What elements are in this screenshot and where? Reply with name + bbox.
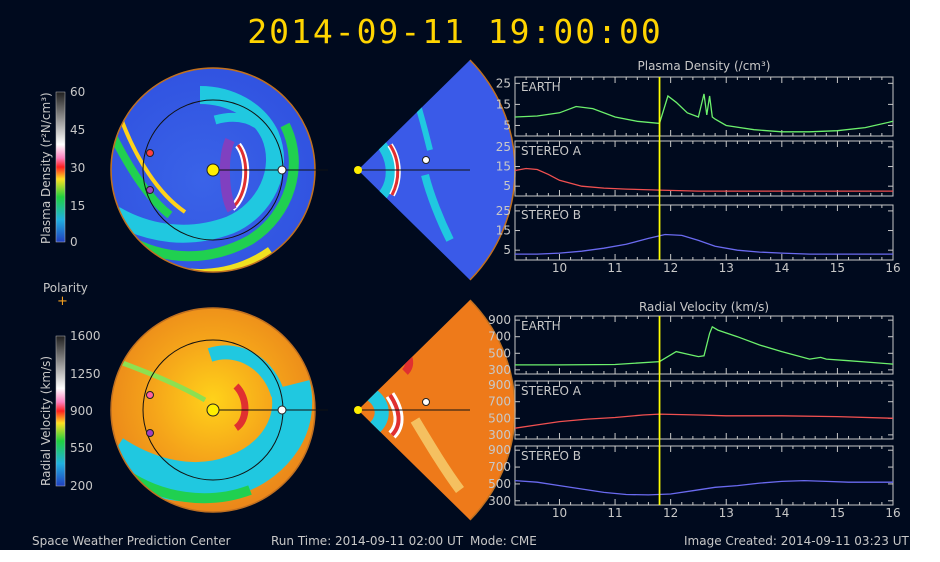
density-stereo-a-y-tick-label: 15 bbox=[496, 160, 511, 174]
velocity-stereo-a-y-tick-label: 700 bbox=[488, 395, 511, 409]
velocity-stereo-b-y-tick-label: 300 bbox=[488, 494, 511, 508]
polarity-label: Polarity bbox=[43, 281, 88, 295]
velocity-tick-900: 900 bbox=[70, 404, 93, 418]
velocity-earth-y-tick-label: 300 bbox=[488, 363, 511, 377]
density-stereo-b-panel-label: STEREO B bbox=[521, 208, 581, 222]
density-stereo-a-y-tick-label: 5 bbox=[503, 179, 511, 193]
velocity-x-tick-label: 16 bbox=[885, 506, 900, 520]
velocity-x-tick-label: 13 bbox=[719, 506, 734, 520]
velocity-earth-y-tick-label: 900 bbox=[488, 313, 511, 327]
density-x-tick-label: 10 bbox=[552, 261, 567, 275]
velocity-x-tick-label: 12 bbox=[663, 506, 678, 520]
velocity-x-tick-label: 11 bbox=[607, 506, 622, 520]
velocity-earth-series-line bbox=[515, 325, 894, 366]
enlil-forecast-image: 2014-09-11 19:00:00 bbox=[0, 0, 910, 550]
footer-run-time: Run Time: 2014-09-11 02:00 UT bbox=[271, 534, 464, 548]
density-stereo-a-y-tick-label: 25 bbox=[496, 140, 511, 154]
density-x-tick-label: 14 bbox=[774, 261, 789, 275]
velocity-tick-1600: 1600 bbox=[70, 329, 101, 343]
density-stereo-b-y-tick-label: 5 bbox=[503, 243, 511, 257]
velocity-earth-y-tick-label: 700 bbox=[488, 330, 511, 344]
density-ecliptic-map bbox=[110, 67, 328, 273]
velocity-stereo-a-panel-label: STEREO A bbox=[521, 384, 582, 398]
velocity-stereo-b-y-tick-label: 500 bbox=[488, 477, 511, 491]
density-meridional-map bbox=[354, 59, 516, 281]
density-earth-panel-label: EARTH bbox=[521, 80, 561, 94]
velocity-stereo-a-y-tick-label: 900 bbox=[488, 378, 511, 392]
density-colorbar-label: Plasma Density (r²N/cm³) bbox=[39, 92, 53, 244]
velocity-stereo-a-series-line bbox=[514, 413, 894, 429]
density-earth-y-tick-label: 25 bbox=[496, 76, 511, 90]
density-tick-15: 15 bbox=[70, 199, 85, 213]
density-tick-45: 45 bbox=[70, 123, 85, 137]
forecast-timestamp: 2014-09-11 19:00:00 bbox=[247, 12, 663, 51]
density-earth-panel-frame bbox=[514, 76, 894, 137]
velocity-tick-550: 550 bbox=[70, 441, 93, 455]
forecast-plots: Plasma Density (r²N/cm³) 60 45 30 15 0 P… bbox=[39, 59, 901, 521]
velocity-x-tick-label: 14 bbox=[774, 506, 789, 520]
density-stereo-a-series-line bbox=[514, 167, 893, 192]
density-tick-0: 0 bbox=[70, 235, 78, 249]
velocity-stereo-a-y-tick-label: 300 bbox=[488, 428, 511, 442]
density-tick-30: 30 bbox=[70, 161, 85, 175]
density-chart-title: Plasma Density (/cm³) bbox=[638, 59, 771, 73]
density-stereo-b-y-tick-label: 25 bbox=[496, 204, 511, 218]
velocity-chart-title: Radial Velocity (km/s) bbox=[639, 300, 769, 314]
velocity-stereo-b-y-tick-label: 700 bbox=[488, 460, 511, 474]
density-colorbar: Plasma Density (r²N/cm³) 60 45 30 15 0 bbox=[39, 85, 85, 249]
density-earth-y-tick-label: 15 bbox=[496, 97, 511, 111]
velocity-stereo-a-y-tick-label: 500 bbox=[488, 411, 511, 425]
density-x-tick-label: 11 bbox=[607, 261, 622, 275]
velocity-stereo-b-series-line bbox=[514, 479, 893, 496]
density-earth-series-line bbox=[514, 93, 894, 133]
density-stereo-a-panel-label: STEREO A bbox=[521, 144, 582, 158]
velocity-x-tick-label: 10 bbox=[552, 506, 567, 520]
density-x-tick-label: 13 bbox=[719, 261, 734, 275]
density-x-tick-label: 16 bbox=[885, 261, 900, 275]
velocity-colorbar: Radial Velocity (km/s) 1600 1250 900 550… bbox=[39, 329, 101, 493]
density-earth-y-tick-label: 5 bbox=[503, 118, 511, 132]
density-tick-60: 60 bbox=[70, 85, 85, 99]
footer-image-created: Image Created: 2014-09-11 03:23 UT bbox=[684, 534, 909, 548]
time-series-charts: Plasma Density (/cm³) 25 15 5 EARTH 25 15 5 STER… bbox=[488, 59, 901, 520]
footer-center: Space Weather Prediction Center bbox=[32, 534, 231, 548]
velocity-earth-y-tick-label: 500 bbox=[488, 346, 511, 360]
density-stereo-b-series-line bbox=[515, 233, 893, 255]
velocity-stereo-b-y-tick-label: 900 bbox=[488, 443, 511, 457]
velocity-colorbar-label: Radial Velocity (km/s) bbox=[39, 356, 53, 486]
velocity-x-tick-label: 15 bbox=[830, 506, 845, 520]
density-x-tick-label: 12 bbox=[663, 261, 678, 275]
density-x-tick-label: 15 bbox=[830, 261, 845, 275]
velocity-tick-200: 200 bbox=[70, 479, 93, 493]
footer-mode: Mode: CME bbox=[470, 534, 537, 548]
polarity-symbol: + bbox=[57, 294, 68, 309]
density-stereo-b-y-tick-label: 15 bbox=[496, 224, 511, 238]
velocity-earth-panel-label: EARTH bbox=[521, 319, 561, 333]
velocity-ecliptic-map bbox=[110, 307, 328, 513]
velocity-stereo-b-panel-label: STEREO B bbox=[521, 449, 581, 463]
velocity-tick-1250: 1250 bbox=[70, 367, 101, 381]
